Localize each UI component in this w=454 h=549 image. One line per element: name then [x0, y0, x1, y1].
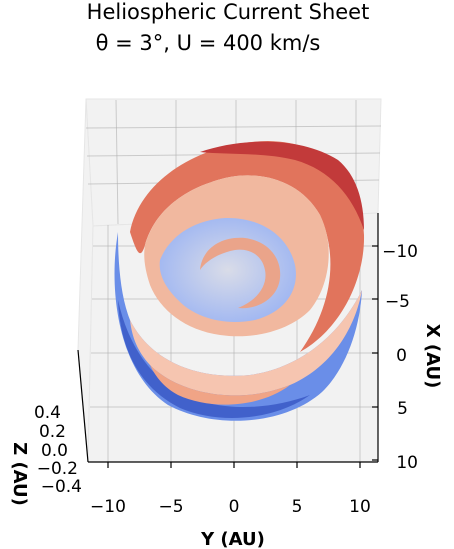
z-axis-label: Z (AU)	[9, 442, 30, 506]
sheet-outer-red-top	[130, 141, 365, 352]
y-tick-label: 0	[396, 346, 407, 366]
z-tick-label: 0.4	[34, 403, 61, 423]
x-tick-label: 0	[229, 497, 240, 517]
x-tick-label: −5	[158, 497, 183, 517]
y-tick-label: 10	[396, 453, 418, 473]
z-tick-label: 0.2	[39, 422, 66, 442]
y-axis-ticks: −10 −5 0 5 10	[372, 242, 418, 473]
z-tick-label: 0.0	[41, 441, 68, 461]
chart-subtitle: θ = 3°, U = 400 km/s	[96, 31, 321, 55]
z-tick-label: −0.4	[41, 477, 82, 497]
x-tick-label: 5	[292, 497, 303, 517]
x-axis-ticks: −10 −5 0 5 10	[90, 462, 371, 517]
sheet-inner-ring	[200, 237, 281, 309]
y-tick-label: −5	[385, 292, 410, 312]
sheet-lower-band-edge	[150, 365, 290, 405]
y-axis-label: X (AU)	[422, 324, 443, 389]
z-axis-line	[77, 349, 89, 463]
current-sheet-surface	[114, 141, 365, 421]
sheet-outer-blue-deep	[118, 300, 310, 418]
y-tick-label: 5	[397, 399, 408, 419]
x-axis-label: Y (AU)	[200, 529, 265, 549]
y-tick-label: −10	[382, 242, 418, 262]
z-axis-ticks: 0.4 0.2 0.0 −0.2 −0.4	[34, 403, 82, 497]
x-tick-label: −10	[90, 497, 126, 517]
x-tick-label: 10	[349, 497, 371, 517]
z-tick-label: −0.2	[37, 459, 78, 479]
chart-title: Heliospheric Current Sheet	[87, 0, 370, 24]
sheet-outer-red-rim	[200, 141, 364, 230]
sheet-lower-band	[130, 290, 362, 396]
